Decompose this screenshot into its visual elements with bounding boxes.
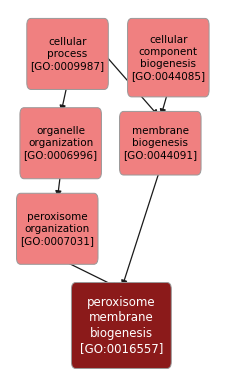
Text: cellular
component
biogenesis
[GO:0044085]: cellular component biogenesis [GO:004408… bbox=[131, 35, 205, 81]
FancyBboxPatch shape bbox=[120, 111, 201, 175]
FancyBboxPatch shape bbox=[128, 18, 209, 97]
Text: membrane
biogenesis
[GO:0044091]: membrane biogenesis [GO:0044091] bbox=[123, 126, 197, 160]
Text: cellular
process
[GO:0009987]: cellular process [GO:0009987] bbox=[30, 37, 105, 71]
Text: organelle
organization
[GO:0006996]: organelle organization [GO:0006996] bbox=[24, 126, 98, 160]
FancyBboxPatch shape bbox=[16, 193, 98, 264]
FancyBboxPatch shape bbox=[20, 108, 101, 179]
FancyBboxPatch shape bbox=[27, 18, 108, 89]
Text: peroxisome
organization
[GO:0007031]: peroxisome organization [GO:0007031] bbox=[20, 212, 94, 246]
Text: peroxisome
membrane
biogenesis
[GO:0016557]: peroxisome membrane biogenesis [GO:00165… bbox=[80, 296, 163, 355]
FancyBboxPatch shape bbox=[71, 283, 171, 368]
